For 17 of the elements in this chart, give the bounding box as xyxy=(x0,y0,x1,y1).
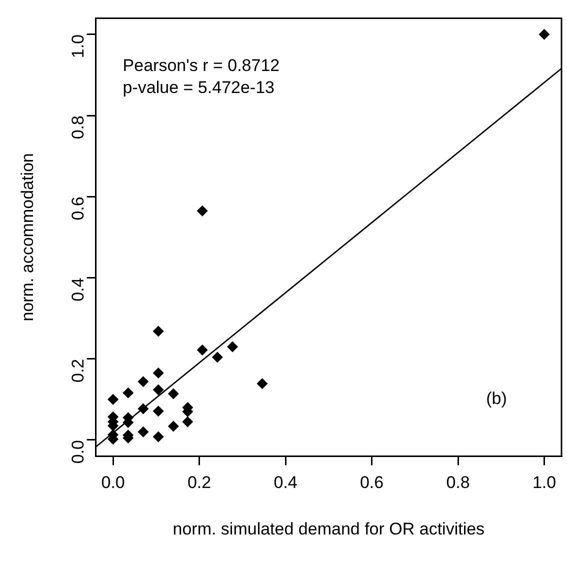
annotation: p-value = 5.472e-13 xyxy=(122,78,275,97)
x-tick-label: 0.4 xyxy=(274,473,298,492)
x-tick-label: 0.2 xyxy=(187,473,212,492)
x-axis-title: norm. simulated demand for OR activities xyxy=(172,519,485,538)
x-tick-label: 0.6 xyxy=(360,473,384,492)
annotation: (b) xyxy=(486,388,507,408)
y-tick-label: 0.4 xyxy=(68,278,88,302)
y-tick-label: 1.0 xyxy=(68,34,88,58)
x-tick-label: 1.0 xyxy=(532,473,556,492)
y-tick-label: 0.0 xyxy=(68,440,88,464)
y-tick-label: 0.8 xyxy=(68,116,88,140)
y-axis-title: norm. accommodation xyxy=(18,153,37,322)
y-tick-label: 0.6 xyxy=(68,196,88,220)
x-tick-label: 0.8 xyxy=(446,473,470,492)
y-tick-label: 0.2 xyxy=(68,358,88,383)
annotation: Pearson's r = 0.8712 xyxy=(122,56,280,75)
x-tick-label: 0.0 xyxy=(101,473,125,492)
